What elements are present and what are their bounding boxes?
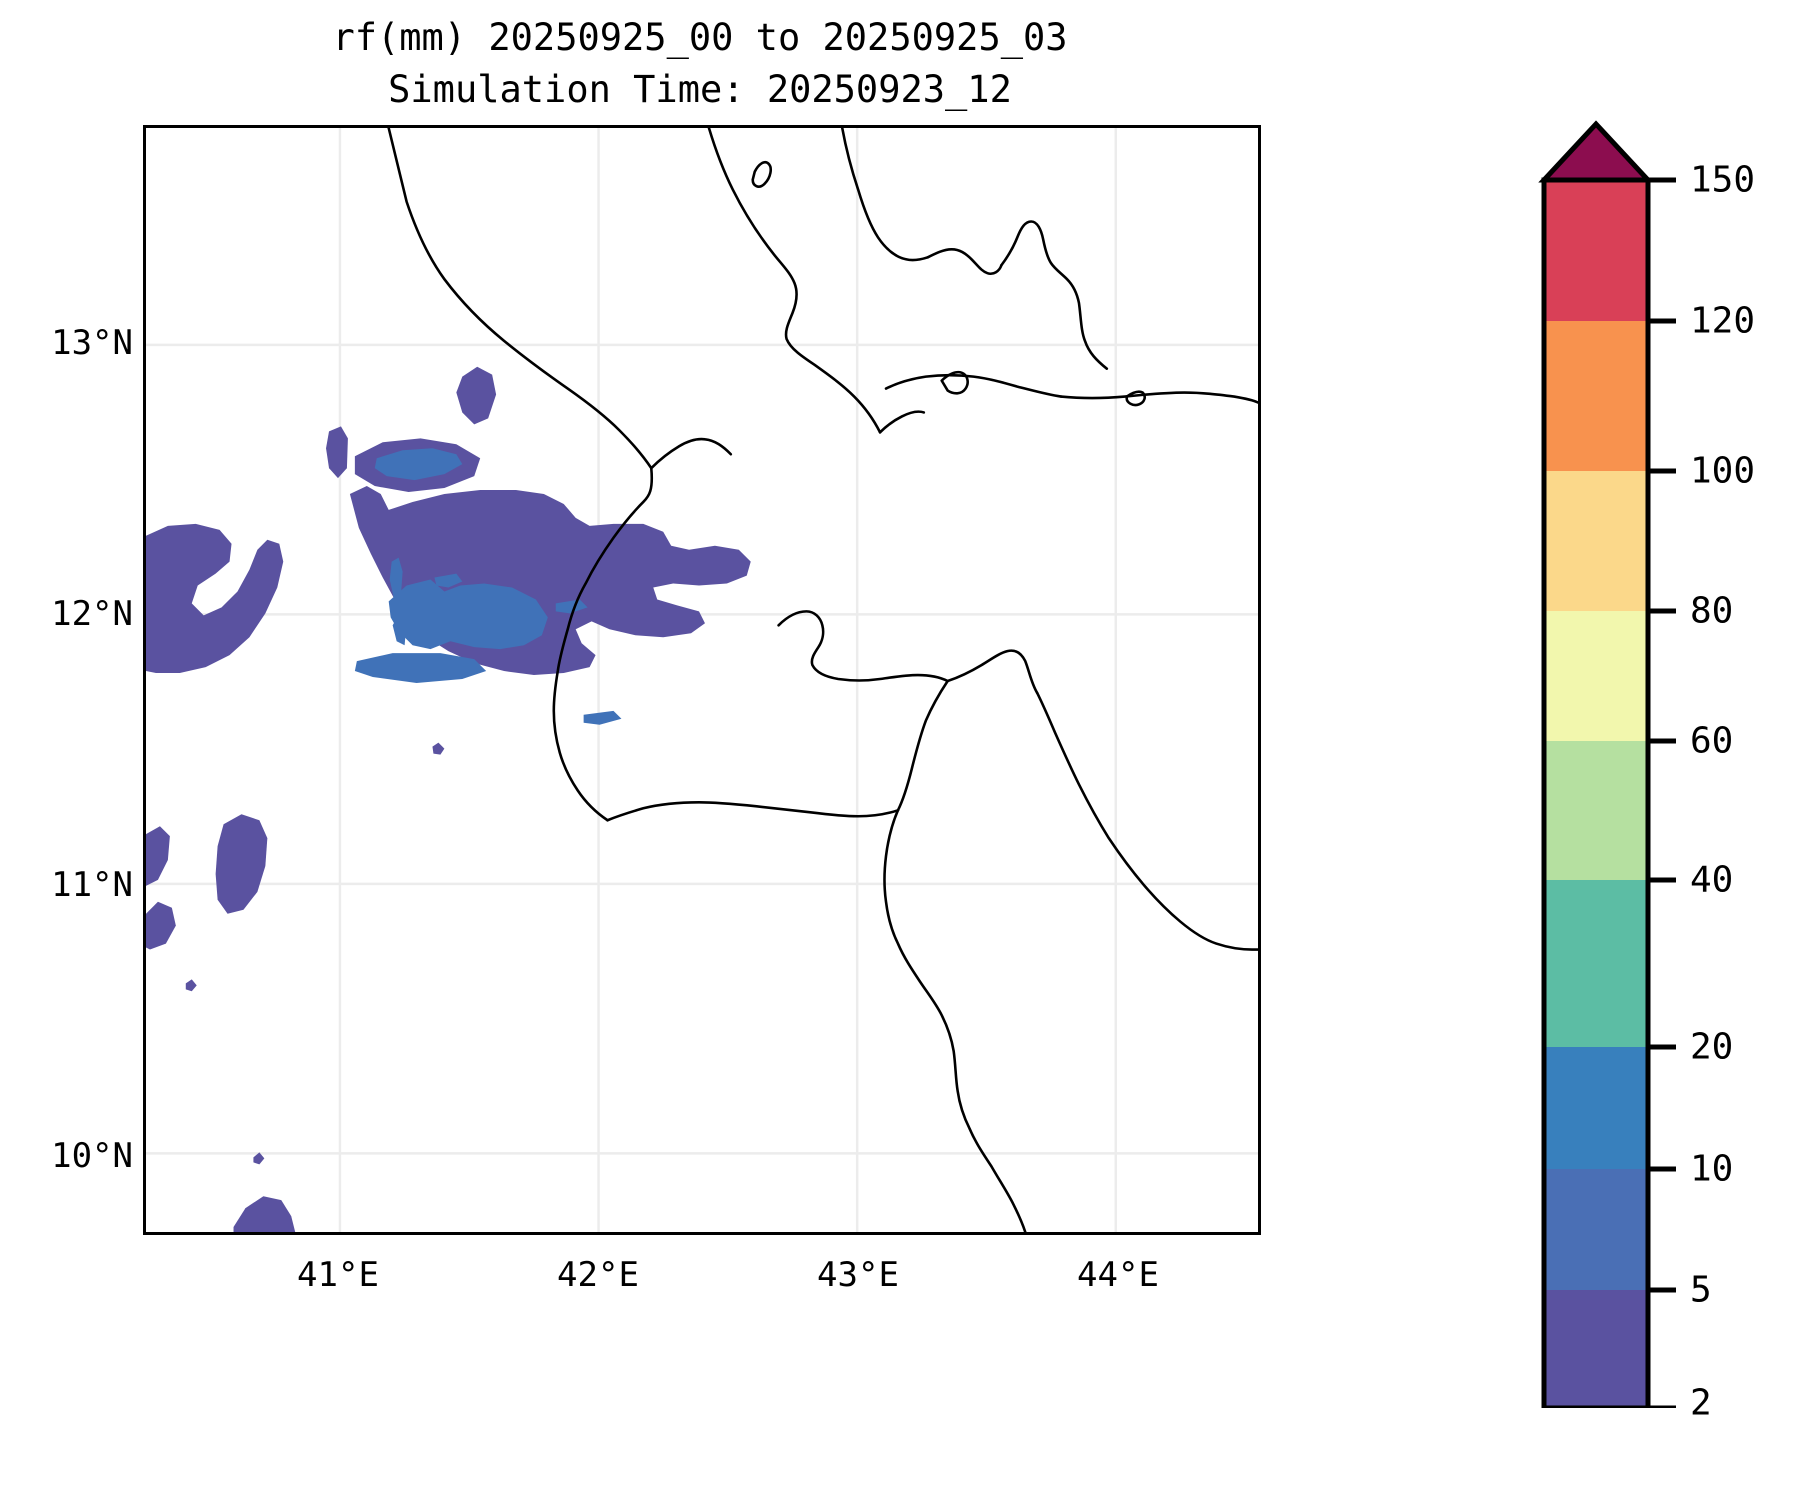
colorbar-tick-label-10: 10 bbox=[1690, 1148, 1734, 1190]
colorbar-extend-arrow bbox=[1538, 120, 1654, 183]
ytick-label-10n: 10°N bbox=[51, 1136, 133, 1176]
map-canvas bbox=[146, 128, 1258, 1232]
rain-band-5to10mm bbox=[354, 448, 622, 725]
colorbar-bands bbox=[1544, 180, 1648, 1408]
colorbar-tick-label-80: 80 bbox=[1690, 590, 1734, 632]
colorbar: 2 5 10 20 40 60 80 100 120 150 bbox=[1528, 118, 1778, 1424]
colorbar-ticks bbox=[1648, 177, 1676, 1408]
map-gridlines-2 bbox=[146, 128, 1258, 1232]
colorbar-tick-label-40: 40 bbox=[1690, 859, 1734, 901]
colorbar-outline bbox=[1541, 177, 1651, 1408]
colorbar-tick-label-150: 150 bbox=[1690, 159, 1756, 201]
title-line-2: Simulation Time: 20250923_12 bbox=[388, 68, 1012, 111]
title-line-1: rf(mm) 20250925_00 to 20250925_03 bbox=[332, 16, 1068, 59]
xtick-label-42e: 42°E bbox=[557, 1255, 639, 1295]
map-coastlines-borders bbox=[387, 128, 1258, 1232]
colorbar-tick-label-5: 5 bbox=[1690, 1269, 1712, 1311]
xtick-label-44e: 44°E bbox=[1077, 1255, 1159, 1295]
ytick-label-13n: 13°N bbox=[51, 323, 133, 363]
colorbar-tick-label-20: 20 bbox=[1690, 1026, 1734, 1068]
xtick-label-41e: 41°E bbox=[297, 1255, 379, 1295]
ytick-label-12n: 12°N bbox=[51, 594, 133, 634]
map-axes bbox=[143, 125, 1261, 1235]
colorbar-tick-label-60: 60 bbox=[1690, 720, 1734, 762]
xtick-label-43e: 43°E bbox=[817, 1255, 899, 1295]
colorbar-canvas bbox=[1538, 120, 1676, 1408]
colorbar-tick-label-120: 120 bbox=[1690, 300, 1756, 342]
colorbar-tick-label-100: 100 bbox=[1690, 450, 1756, 492]
ytick-label-11n: 11°N bbox=[51, 865, 133, 905]
plot-title: rf(mm) 20250925_00 to 20250925_03 Simula… bbox=[0, 12, 1400, 116]
colorbar-tick-label-2: 2 bbox=[1690, 1382, 1712, 1424]
